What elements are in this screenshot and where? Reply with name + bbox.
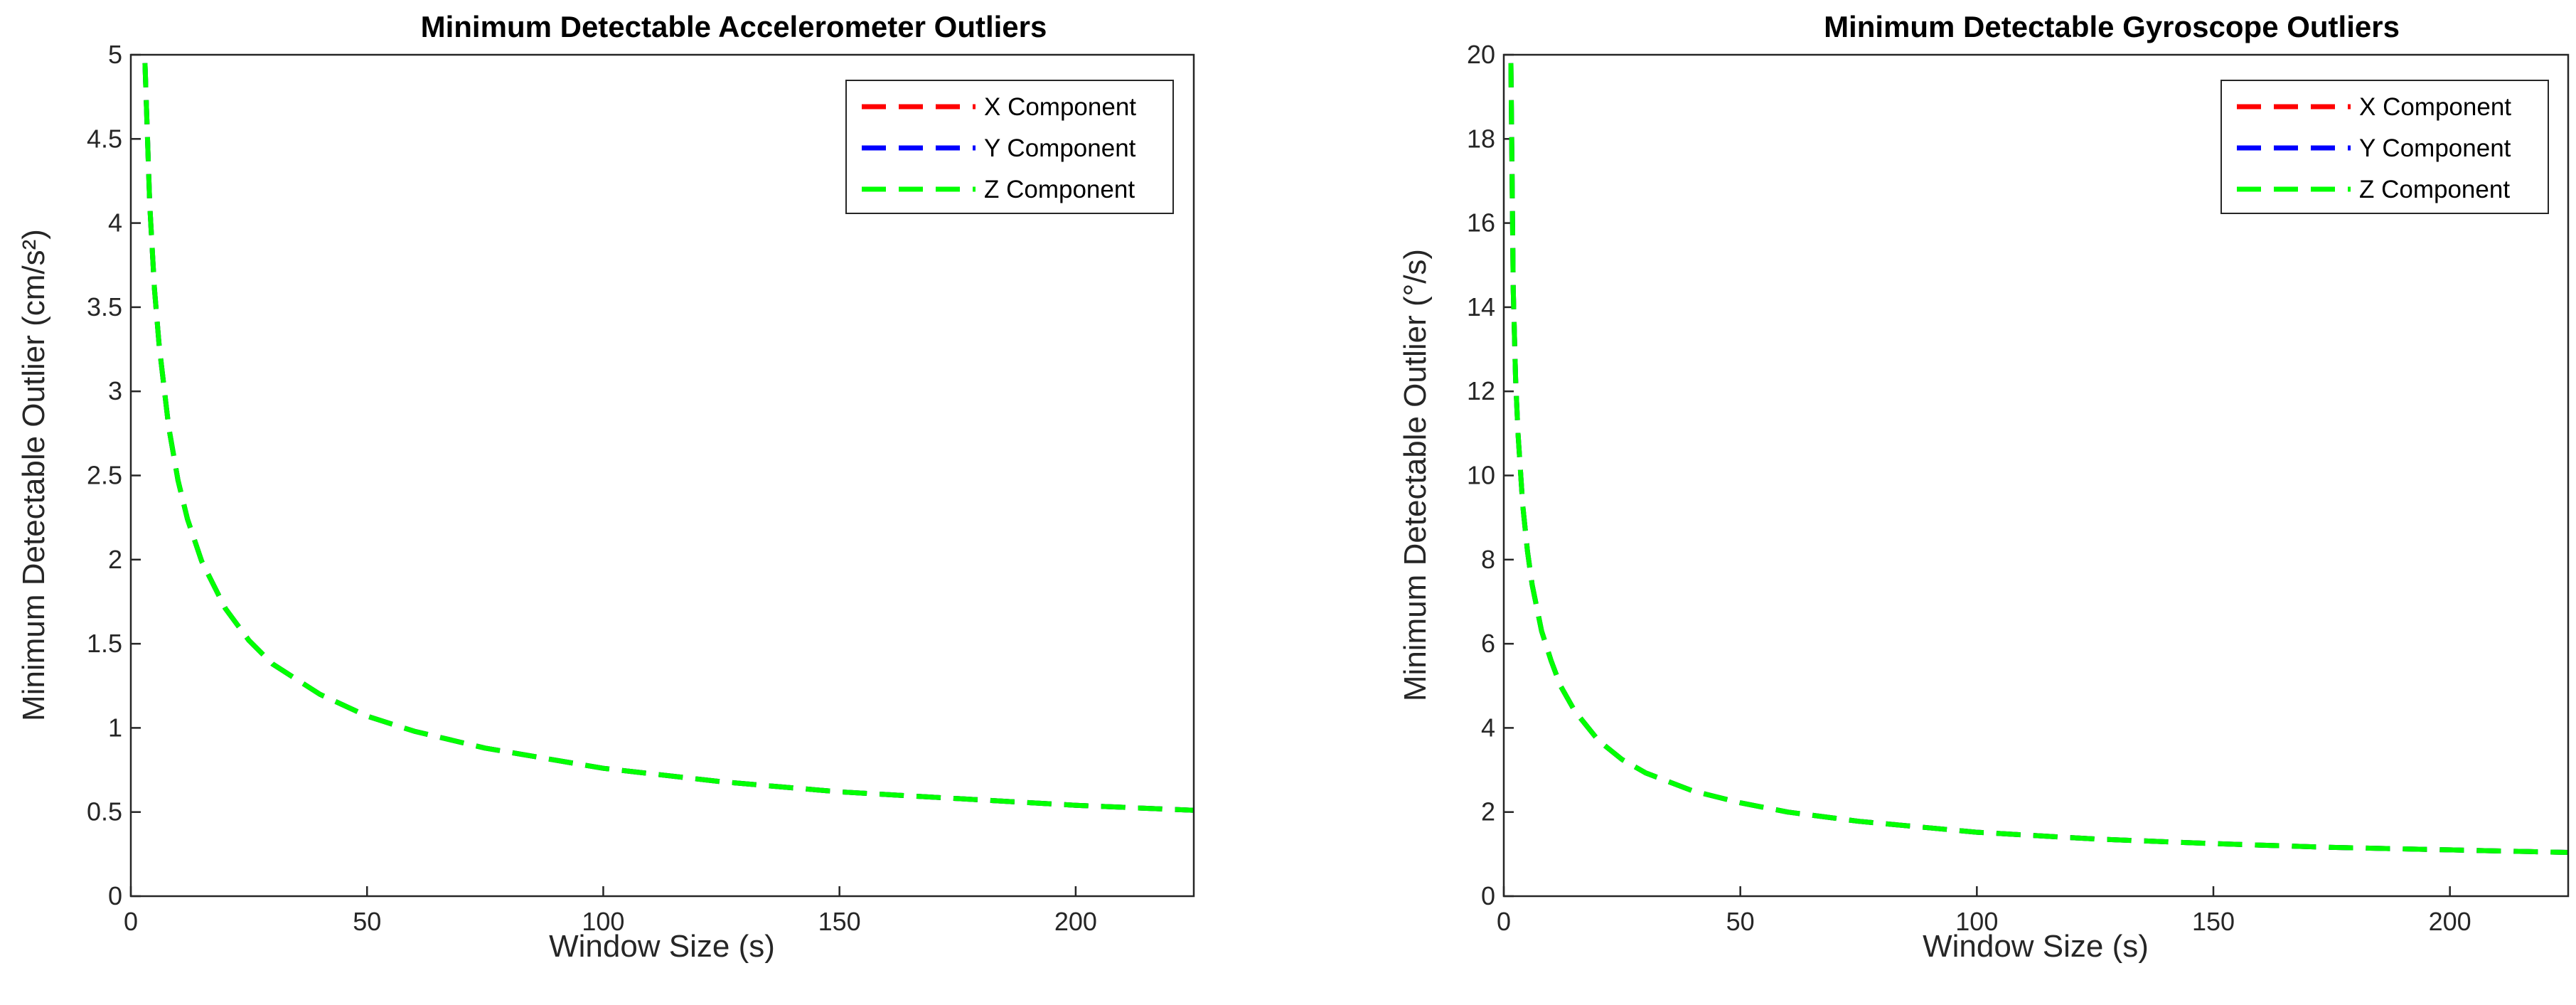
- tick-group: 0 50 100 150 200 0 2 4 6 8 10 12 14 16 18 20: [1467, 40, 2471, 936]
- y-tick-label: 8: [1481, 545, 1495, 574]
- x-tick-label: 100: [582, 907, 624, 936]
- y-tick-label: 3: [108, 376, 122, 405]
- plot-frame: [1502, 53, 2570, 898]
- legend-entry-x: X Component: [2237, 93, 2511, 121]
- y-tick-label: 5: [108, 40, 122, 69]
- legend-entry-y: Y Component: [862, 134, 1136, 162]
- x-tick-label: 0: [124, 907, 138, 936]
- y-tick-label: 0: [108, 881, 122, 910]
- legend-label-x: X Component: [984, 93, 1136, 121]
- plot-frame: [129, 53, 1195, 898]
- x-tick-label: 200: [1054, 907, 1097, 936]
- y-tick-label: 14: [1467, 292, 1495, 321]
- accelerometer-chart: Minimum Detectable Accelerometer Outlier…: [16, 10, 1195, 964]
- y-tick-label: 2.5: [87, 461, 122, 490]
- y-tick-label: 20: [1467, 40, 1495, 69]
- x-tick-label: 50: [353, 907, 381, 936]
- x-axis-label: Window Size (s): [1923, 929, 2149, 964]
- x-tick-label: 150: [2192, 907, 2235, 936]
- y-tick-label: 1.5: [87, 629, 122, 658]
- y-tick-label: 3.5: [87, 292, 122, 321]
- legend-label-z: Z Component: [984, 176, 1135, 203]
- y-tick-label: 16: [1467, 208, 1495, 238]
- x-tick-label: 0: [1497, 907, 1511, 936]
- legend: X Component Y Component Z Component: [2220, 80, 2549, 214]
- series-line-z: [142, 63, 1195, 813]
- tick-group: 0 50 100 150 200 0 0.5 1 1.5 2 2.5 3 3.5 4 4.5 5: [87, 40, 1097, 936]
- gyroscope-chart: Minimum Detectable Gyroscope Outliers 0 5…: [1398, 10, 2570, 964]
- x-tick-label: 100: [1955, 907, 1998, 936]
- y-tick-label: 2: [1481, 797, 1495, 826]
- legend-label-y: Y Component: [984, 134, 1136, 162]
- legend-entry-y: Y Component: [2237, 134, 2511, 162]
- chart-title: Minimum Detectable Accelerometer Outlier…: [421, 10, 1047, 43]
- y-tick-label: 18: [1467, 124, 1495, 153]
- x-axis-label: Window Size (s): [549, 929, 775, 964]
- y-tick-label: 4.5: [87, 124, 122, 153]
- y-tick-label: 2: [108, 545, 122, 574]
- y-tick-label: 10: [1467, 461, 1495, 490]
- series-line-z: [1508, 63, 2569, 855]
- x-tick-label: 150: [818, 907, 861, 936]
- x-tick-label: 200: [2429, 907, 2471, 936]
- y-tick-label: 4: [108, 208, 122, 238]
- legend: X Component Y Component Z Component: [845, 80, 1174, 214]
- legend-label-z: Z Component: [2359, 176, 2510, 203]
- y-tick-label: 6: [1481, 629, 1495, 658]
- legend-label-y: Y Component: [2359, 134, 2511, 162]
- y-tick-label: 1: [108, 713, 122, 742]
- legend-label-x: X Component: [2359, 93, 2511, 121]
- x-tick-label: 50: [1726, 907, 1755, 936]
- y-tick-label: 12: [1467, 376, 1495, 405]
- series-group: [142, 63, 1195, 813]
- legend-entry-z: Z Component: [862, 176, 1135, 203]
- legend-entry-z: Z Component: [2237, 176, 2510, 203]
- legend-entry-x: X Component: [862, 93, 1136, 121]
- series-group: [1508, 63, 2569, 855]
- y-axis-label: Minimum Detectable Outlier (°/s): [1398, 249, 1433, 701]
- y-axis-label: Minimum Detectable Outlier (cm/s²): [16, 229, 51, 721]
- y-tick-label: 0: [1481, 881, 1495, 910]
- chart-title: Minimum Detectable Gyroscope Outliers: [1824, 10, 2400, 43]
- y-tick-label: 4: [1481, 713, 1495, 742]
- y-tick-label: 0.5: [87, 797, 122, 826]
